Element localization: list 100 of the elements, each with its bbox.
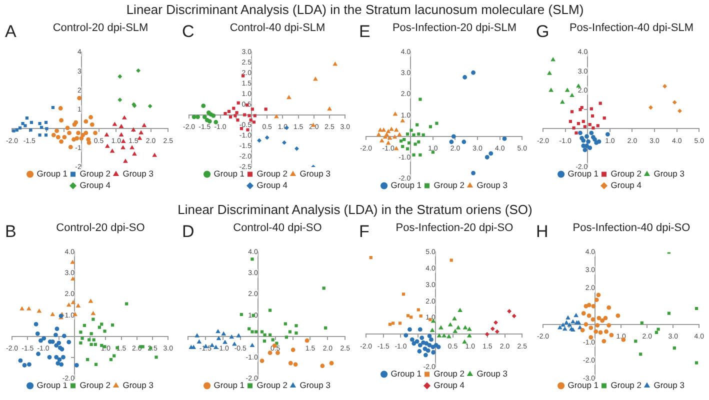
point (86, 358, 90, 362)
point (572, 126, 576, 130)
point (21, 122, 24, 126)
point (142, 122, 147, 128)
point (418, 98, 422, 101)
point (216, 336, 222, 340)
point (560, 322, 566, 327)
point (125, 302, 128, 306)
point (458, 308, 462, 312)
point (452, 316, 457, 320)
point (294, 324, 298, 328)
point (431, 350, 436, 355)
point (232, 342, 237, 346)
point (590, 114, 594, 118)
point (656, 328, 660, 331)
point (694, 306, 698, 310)
point (235, 111, 238, 114)
point (484, 155, 490, 160)
point (430, 328, 435, 332)
point (18, 358, 23, 363)
point (56, 134, 60, 140)
point (456, 325, 461, 330)
point (94, 362, 98, 366)
point (54, 128, 59, 134)
point (148, 104, 152, 108)
point (74, 136, 80, 140)
point (588, 326, 594, 330)
point (502, 136, 507, 141)
legend-label: Group 3 (122, 380, 154, 390)
point (596, 139, 602, 144)
point (260, 330, 264, 334)
point (264, 135, 270, 140)
point (694, 361, 698, 364)
point (402, 292, 406, 296)
point (236, 118, 240, 122)
point (70, 260, 76, 264)
point (576, 122, 580, 126)
point (86, 140, 92, 145)
legend-label: Group 3 (300, 168, 331, 179)
point (547, 70, 552, 75)
chart-title: Control-20 dpi-SLM (52, 22, 150, 34)
point (327, 106, 332, 111)
point (369, 256, 372, 260)
legend-label: Group 2 (610, 168, 642, 179)
point (111, 323, 114, 327)
point (211, 113, 216, 118)
legend-label: Group 2 (256, 168, 288, 179)
point (27, 362, 32, 367)
text: E (359, 22, 370, 42)
point (196, 114, 200, 120)
point (606, 323, 612, 328)
point (512, 314, 516, 318)
point (484, 332, 490, 336)
point (254, 330, 258, 334)
point (462, 75, 468, 80)
point (417, 140, 420, 144)
point (589, 130, 594, 136)
point (436, 333, 442, 338)
point (582, 120, 585, 124)
point (580, 328, 585, 332)
point (288, 360, 293, 366)
point (584, 134, 589, 139)
point (392, 322, 395, 325)
point (38, 338, 43, 343)
point (70, 276, 76, 281)
point (438, 325, 444, 330)
point (79, 341, 82, 344)
point (268, 308, 272, 312)
point (507, 309, 512, 314)
point (294, 146, 299, 151)
chart-title: Pos-Infection-20 dpi-SLM (391, 22, 518, 34)
point (588, 122, 592, 126)
point (594, 329, 598, 334)
point (462, 325, 468, 330)
point (94, 342, 97, 346)
point (136, 68, 140, 73)
legend-label: Group 1 (36, 380, 68, 390)
point (466, 326, 472, 331)
point (583, 125, 587, 128)
point (584, 322, 588, 327)
point (286, 94, 292, 100)
point (44, 133, 48, 137)
point (44, 120, 48, 124)
point (588, 335, 594, 340)
point (590, 107, 593, 110)
point (568, 120, 572, 124)
point (550, 57, 556, 62)
point (50, 312, 56, 316)
point (462, 339, 467, 344)
point (76, 130, 80, 136)
point (570, 110, 574, 114)
point (62, 334, 66, 338)
point (662, 84, 667, 88)
point (494, 320, 498, 325)
point (90, 332, 93, 336)
point (567, 322, 572, 327)
point (34, 322, 38, 326)
point (15, 128, 18, 132)
chart-title: Control-40 dpi-SO (232, 222, 323, 234)
point (422, 346, 428, 351)
